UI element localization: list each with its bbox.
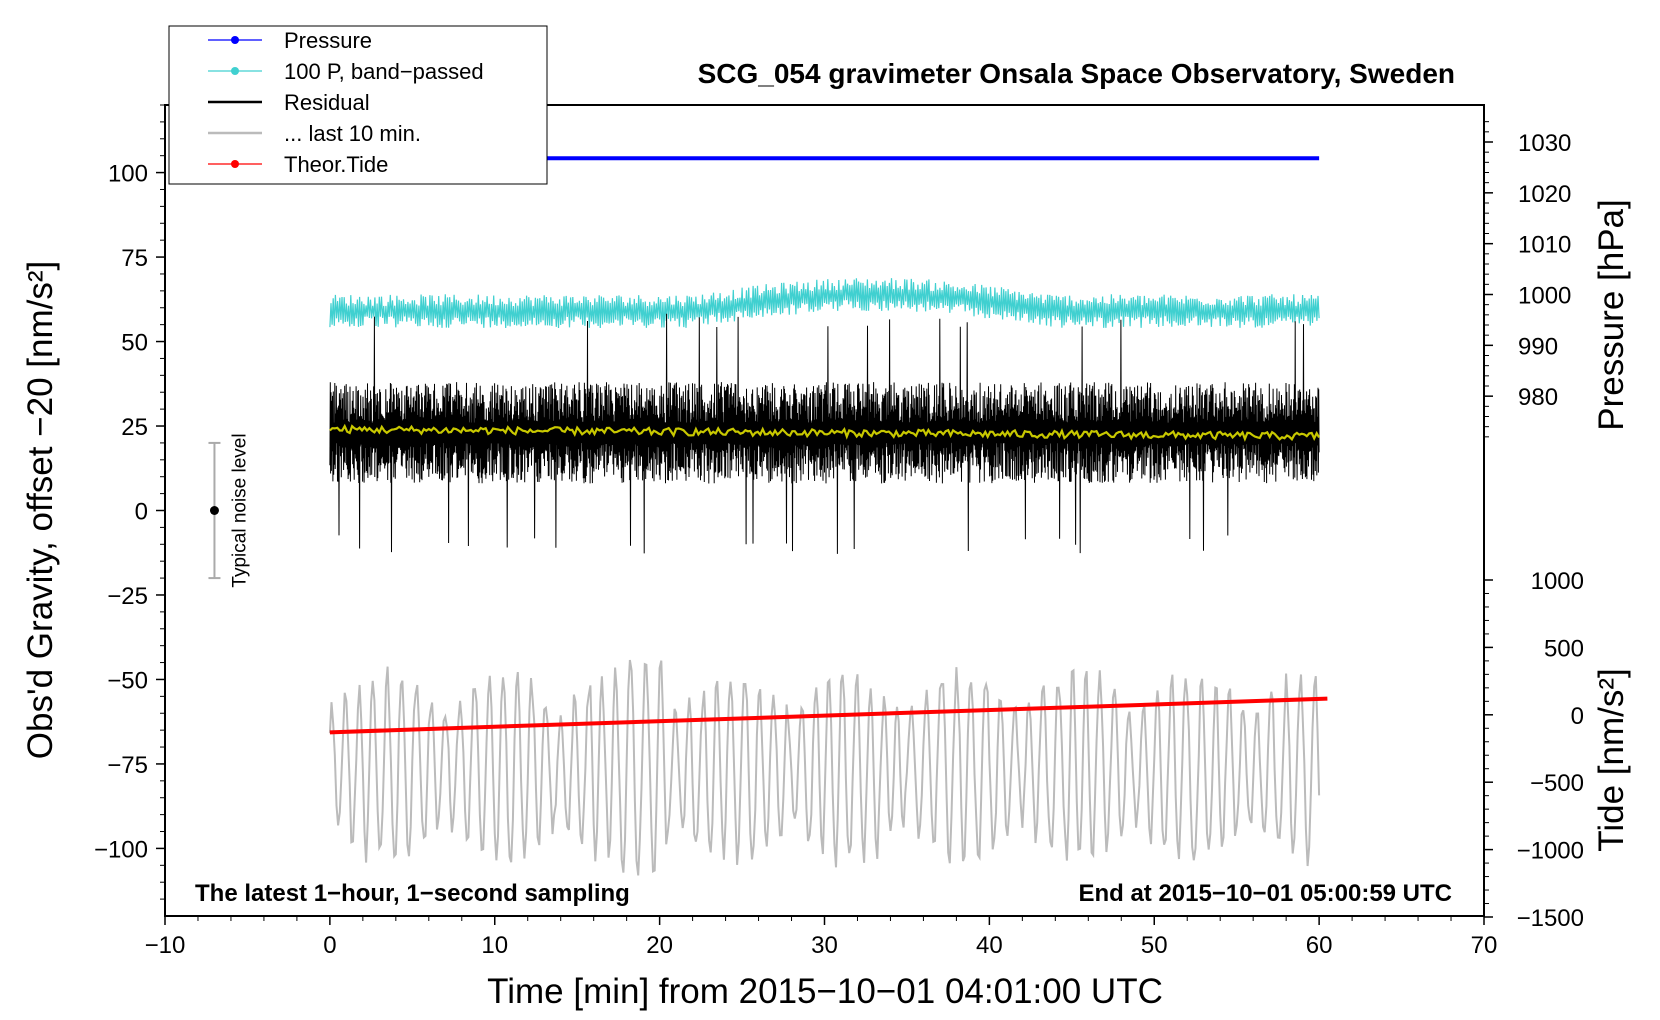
y-tick-label: 25 [121,414,148,441]
tide-tick-label: 1000 [1531,568,1584,595]
y-axis-title-left: Obs'd Gravity, offset −20 [nm/s²] [21,261,60,760]
pressure-tick-label: 990 [1518,333,1558,360]
legend-label: Theor.Tide [284,152,388,177]
tide-tick-label: −1000 [1517,838,1584,865]
y-tick-label: −75 [107,752,148,779]
series-layer [328,156,1328,876]
legend-marker [231,67,239,75]
x-tick-label: 30 [811,932,838,959]
noise-level-indicator: Typical noise level [208,433,250,588]
noise-bar-dot [209,506,219,515]
theor-tide-line [329,696,1328,735]
legend-label: 100 P, band−passed [284,59,484,84]
residual-smoothed-line [329,423,1321,442]
band-passed-pressure-line [329,278,1320,329]
x-tick-label: 50 [1141,932,1168,959]
y-tick-label: −25 [107,583,148,610]
tide-tick-label: 0 [1571,703,1584,730]
legend: Pressure 100 P, band−passed Residual ... la… [168,25,548,185]
y-axis-title-tide: Tide [nm/s²] [1592,668,1631,851]
y-tick-label: −100 [94,836,148,863]
pressure-tick-label: 1010 [1518,232,1571,259]
x-tick-label: 20 [646,932,673,959]
tide-tick-label: −1500 [1517,905,1584,932]
ticks-layer: −10 0 10 20 30 40 50 60 701007550250−25−50−75−10… [94,104,1584,959]
residual-line [329,313,1320,554]
x-tick-label: 40 [976,932,1003,959]
pressure-tick-label: 1000 [1518,283,1571,310]
x-tick-label: −10 [145,932,186,959]
pressure-tick-label: 980 [1518,384,1558,411]
x-tick-label: 60 [1306,932,1333,959]
y-tick-label: 100 [108,161,148,188]
legend-marker [231,36,239,44]
end-time-note: End at 2015−10−01 05:00:59 UTC [1078,880,1452,907]
y-tick-label: −50 [107,667,148,694]
x-tick-label: 10 [481,932,508,959]
y-axis-title-pressure: Pressure [hPa] [1592,199,1631,431]
x-tick-label: 0 [323,932,336,959]
x-axis-title: Time [min] from 2015−10−01 04:01:00 UTC [487,972,1163,1011]
pressure-tick-label: 1030 [1518,130,1571,157]
legend-marker [231,160,239,168]
y-tick-label: 50 [121,330,148,357]
pressure-tick-label: 1020 [1518,181,1571,208]
sampling-note: The latest 1−hour, 1−second sampling [195,880,630,907]
legend-label: Pressure [284,28,372,53]
legend-label: ... last 10 min. [284,121,421,146]
noise-level-label: Typical noise level [229,433,250,587]
y-tick-label: 0 [135,499,148,526]
legend-box [168,25,548,185]
chart-title: SCG_054 gravimeter Onsala Space Observat… [698,58,1455,89]
tide-tick-label: −500 [1530,770,1584,797]
y-tick-label: 75 [121,245,148,272]
x-tick-label: 70 [1471,932,1498,959]
legend-label: Residual [284,90,370,115]
tide-tick-label: 500 [1544,635,1584,662]
last-10-min-line [328,659,1321,876]
